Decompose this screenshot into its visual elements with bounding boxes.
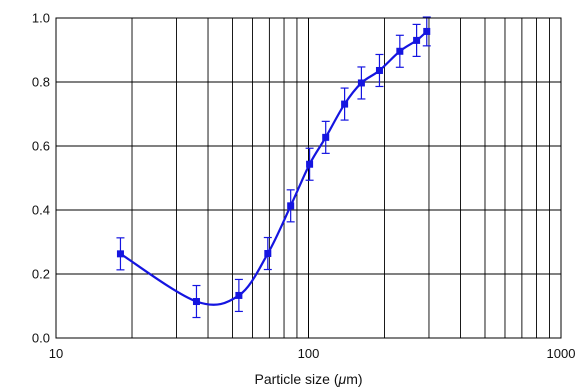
y-tick-label: 0.0: [32, 331, 50, 346]
data-point: [423, 27, 431, 35]
x-tick-label: 1000: [547, 346, 576, 361]
data-point: [396, 47, 404, 55]
x-axis-title: Particle size (μm): [254, 371, 362, 387]
y-tick-label: 0.4: [32, 203, 50, 218]
y-tick-label: 0.8: [32, 75, 50, 90]
data-point: [192, 298, 200, 306]
grid: [55, 17, 562, 339]
x-tick-label: 10: [49, 346, 63, 361]
data-point: [287, 202, 295, 210]
data-point: [264, 250, 272, 258]
data-point: [235, 291, 243, 299]
data-point: [413, 36, 421, 44]
data-point: [322, 133, 330, 141]
y-tick-label: 1.0: [32, 11, 50, 26]
data-point: [375, 66, 383, 74]
y-tick-label: 0.6: [32, 139, 50, 154]
series-line: [116, 16, 431, 319]
plot-frame: [55, 17, 562, 339]
x-tick-label: 100: [298, 346, 320, 361]
data-point: [306, 160, 314, 168]
data-point: [341, 100, 349, 108]
data-point: [357, 79, 365, 87]
y-tick-label: 0.2: [32, 267, 50, 282]
tick-labels: 0.0 0.2 0.4 0.6 0.8 1.0 10 100 1000: [32, 11, 576, 362]
data-point: [116, 250, 124, 258]
